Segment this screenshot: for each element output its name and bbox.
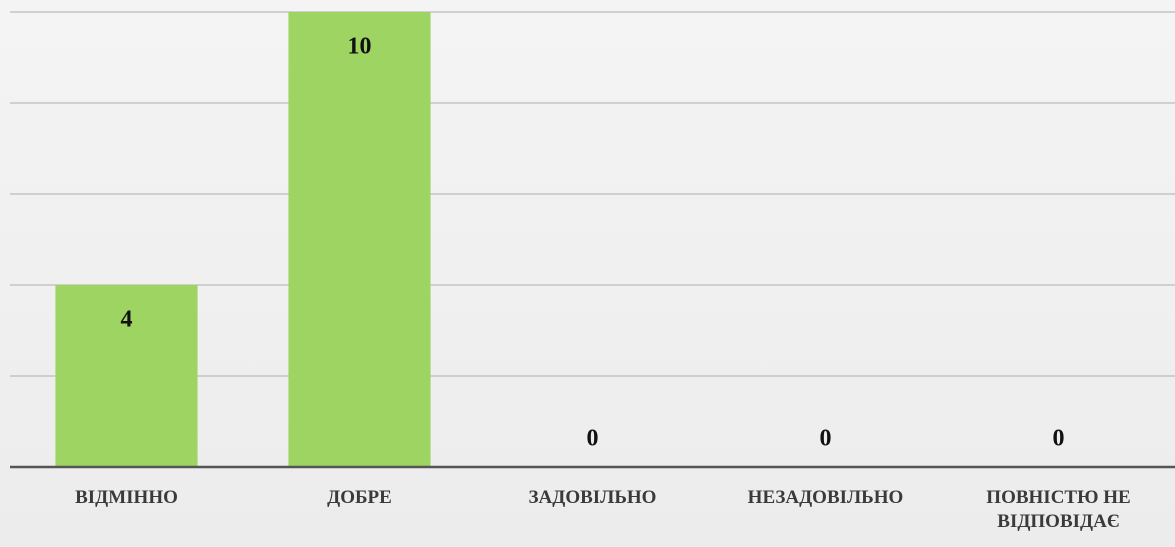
data-label: 4: [121, 307, 133, 333]
x-tick-label: ЗАДОВІЛЬНО: [528, 487, 657, 508]
x-tick-label: ВІДМІННО: [75, 487, 178, 508]
data-label: 0: [820, 426, 832, 452]
bar: [288, 12, 431, 467]
bar: [55, 285, 198, 467]
x-tick-label: НЕЗАДОВІЛЬНО: [747, 487, 904, 508]
data-label: 0: [587, 426, 599, 452]
data-label: 0: [1053, 426, 1065, 452]
x-tick-label: ДОБРЕ: [327, 487, 392, 508]
x-tick-label: ПОВНІСТЮ НЕ ВІДПОВІДАЄ: [986, 487, 1131, 532]
data-label: 10: [348, 34, 372, 60]
